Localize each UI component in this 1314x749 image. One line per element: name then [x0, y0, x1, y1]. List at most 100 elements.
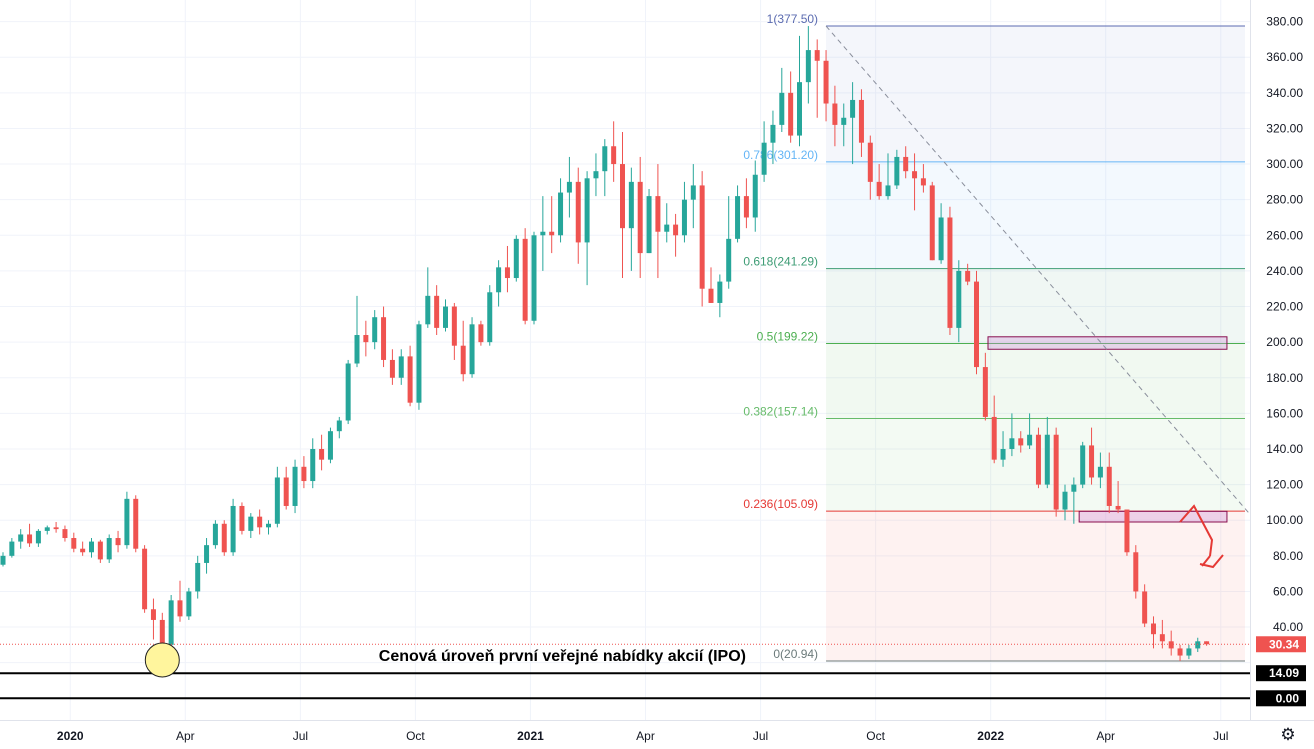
candle-body	[805, 50, 811, 83]
fib-level-label: 0.786(301.20)	[743, 148, 818, 162]
candle-body	[18, 534, 24, 542]
candle-body	[239, 505, 245, 531]
candle-body	[1000, 448, 1006, 460]
candle-body	[1062, 491, 1068, 510]
candle-body	[434, 295, 440, 328]
candle-body	[690, 185, 696, 200]
price-tick-label: 120.00	[1266, 478, 1303, 492]
candle-body	[389, 359, 395, 378]
current-price-tag[interactable]	[1256, 636, 1306, 653]
candle-body	[1186, 648, 1192, 656]
price-tick-label: 280.00	[1266, 193, 1303, 207]
annotations[interactable]: Cenová úroveň první veřejné nabídky akci…	[144, 504, 1224, 678]
candle-body	[159, 619, 165, 645]
candle-body	[770, 124, 776, 143]
candle-body	[593, 171, 599, 179]
candle-body	[850, 99, 856, 118]
candle-body	[168, 600, 174, 645]
candle-body	[274, 477, 280, 524]
candle-body	[1097, 466, 1103, 478]
horizontal-lines[interactable]	[0, 643, 1250, 700]
candle-body	[867, 142, 873, 182]
price-axis[interactable]: 40.00 60.00 80.00 100.00 120.00 140.00 160.00 1…	[1251, 0, 1314, 720]
price-tick-label: 300.00	[1266, 157, 1303, 171]
horizontal-line-tag[interactable]	[1256, 690, 1306, 707]
time-tick-label: 2022	[977, 729, 1004, 743]
time-tick-label: Apr	[636, 729, 655, 743]
candle-body	[301, 466, 307, 482]
candle-body	[717, 281, 723, 303]
candle-body	[1133, 552, 1139, 592]
candle-body	[1151, 623, 1156, 635]
candle-body	[1044, 434, 1050, 485]
candle-body	[1168, 641, 1174, 649]
horizontal-line-tag[interactable]	[1256, 665, 1306, 682]
candle-body	[336, 420, 342, 432]
price-tick-label: 180.00	[1266, 371, 1303, 385]
fib-levels[interactable]: 1(377.50) 0.786(301.20) 0.618(241.29) 0.5(1…	[743, 12, 1245, 662]
candle-body	[549, 231, 555, 236]
candle-body	[620, 164, 625, 229]
resistance-zone[interactable]	[987, 336, 1228, 350]
candle-body	[496, 267, 502, 293]
candle-body	[566, 181, 572, 193]
candle-body	[558, 192, 564, 236]
candle-body	[1089, 445, 1095, 478]
candle-body	[142, 548, 148, 610]
candle-body	[80, 548, 86, 553]
candle-body	[221, 523, 227, 553]
candle-body	[504, 267, 510, 279]
candle-body	[425, 295, 431, 325]
candle-body	[1071, 484, 1077, 492]
candle-body	[611, 146, 617, 165]
time-tick-label: 2020	[57, 729, 84, 743]
price-tick-label: 200.00	[1266, 335, 1303, 349]
candle-body	[106, 538, 112, 560]
candle-body	[1159, 634, 1165, 642]
candle-body	[584, 178, 590, 243]
candle-body	[513, 238, 519, 279]
arrow-head[interactable]	[1199, 554, 1224, 569]
candle-body	[319, 448, 325, 460]
candle-body	[637, 181, 643, 254]
candle-body	[345, 363, 351, 421]
candle-body	[9, 541, 15, 556]
resistance-zones[interactable]	[987, 336, 1228, 523]
candle-body	[894, 156, 900, 186]
candle-body	[1124, 509, 1130, 553]
candle-body	[761, 142, 767, 175]
price-tick-label: 160.00	[1266, 406, 1303, 420]
ipo-marker-circle[interactable]	[144, 642, 180, 678]
candle-body	[44, 527, 50, 531]
candle-body	[646, 196, 652, 254]
fib-level-label: 1(377.50)	[767, 12, 818, 26]
candle-body	[451, 306, 457, 346]
candle-body	[876, 181, 882, 197]
resistance-zone[interactable]	[1078, 510, 1228, 523]
candle-body	[743, 196, 749, 218]
gear-icon[interactable]: ⚙	[1280, 725, 1296, 745]
candle-body	[814, 50, 820, 61]
fib-level-label: 0.236(105.09)	[743, 497, 818, 511]
candle-body	[991, 416, 997, 460]
candle-body	[1177, 648, 1183, 656]
candle-body	[628, 181, 634, 229]
candle-body	[292, 466, 298, 506]
candle-body	[443, 306, 448, 328]
candle-body	[1009, 438, 1015, 449]
candle-body	[779, 92, 785, 125]
candle-body	[97, 541, 103, 560]
candle-body	[478, 324, 484, 343]
candle-body	[965, 270, 971, 282]
candle-body	[938, 217, 944, 261]
fib-band	[826, 268, 1245, 344]
candle-body	[416, 324, 422, 403]
projection-arrow[interactable]	[1179, 504, 1214, 557]
time-axis-bg	[0, 721, 1250, 749]
candle-body	[354, 335, 360, 364]
candle-body	[27, 534, 33, 544]
time-axis[interactable]: 2020 Apr Jul Oct 2021 Apr Jul Oct 2022 Apr Jul	[0, 721, 1250, 749]
candle-body	[372, 317, 378, 343]
